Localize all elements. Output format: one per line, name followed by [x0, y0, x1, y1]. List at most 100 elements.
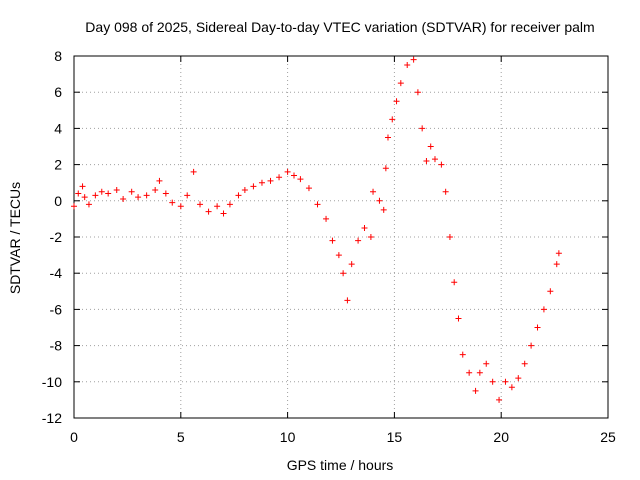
data-point [382, 165, 389, 172]
x-tick-labels: 0 5 10 15 20 25 [70, 429, 616, 445]
data-point [258, 179, 265, 186]
data-point [446, 234, 453, 240]
data-point [528, 342, 535, 349]
y-tick-label: 4 [54, 120, 62, 136]
data-point [451, 279, 458, 286]
data-point [177, 203, 184, 210]
data-point [348, 261, 355, 268]
data-point [276, 174, 283, 181]
data-point [329, 237, 336, 244]
data-point [241, 186, 248, 193]
data-point [534, 324, 541, 331]
data-point [472, 387, 479, 394]
y-axis-label: SDTVAR / TECUs [7, 182, 23, 294]
data-point [442, 188, 449, 195]
data-point [120, 195, 127, 202]
data-point [81, 194, 88, 201]
data-point [521, 360, 528, 367]
data-point [71, 203, 77, 210]
data-point [250, 183, 257, 190]
data-point [75, 190, 82, 197]
data-point [370, 188, 377, 195]
y-tick-label: -10 [42, 374, 62, 390]
data-point [483, 360, 490, 367]
x-tick-label: 25 [600, 429, 616, 445]
data-point [555, 250, 562, 257]
y-tick-label: 0 [54, 193, 62, 209]
data-point [220, 210, 227, 217]
data-point [98, 188, 105, 195]
data-point [553, 261, 560, 268]
data-point [431, 156, 438, 163]
data-point [197, 201, 204, 208]
data-point [459, 351, 466, 358]
data-point [291, 172, 298, 179]
y-tick-labels: -12 -10 -8 -6 -4 -2 0 2 4 6 8 [42, 48, 62, 426]
x-tick-label: 20 [493, 429, 509, 445]
data-point [235, 192, 242, 199]
data-point [205, 208, 212, 215]
data-point [502, 378, 509, 385]
data-point [508, 384, 515, 391]
x-tick-label: 5 [177, 429, 185, 445]
data-point [380, 206, 387, 213]
data-point [547, 288, 554, 295]
data-point [335, 252, 342, 259]
data-point [455, 315, 462, 322]
data-point [355, 237, 362, 244]
y-tick-label: -2 [50, 229, 63, 245]
data-point [404, 62, 411, 69]
y-tick-label: -4 [50, 265, 63, 281]
axis-ticks [73, 55, 609, 419]
data-point [267, 177, 274, 184]
x-axis-label: GPS time / hours [287, 457, 394, 473]
data-points [71, 56, 562, 403]
data-point [496, 396, 503, 403]
data-point [284, 168, 291, 175]
data-point [128, 188, 135, 195]
x-tick-label: 10 [280, 429, 296, 445]
data-point [344, 297, 351, 304]
data-point [389, 116, 396, 123]
data-point [162, 190, 169, 197]
data-point [419, 125, 426, 132]
y-tick-label: -8 [50, 338, 63, 354]
data-point [476, 369, 483, 376]
data-point [169, 199, 176, 206]
y-tick-label: -12 [42, 410, 62, 426]
data-point [515, 375, 522, 382]
data-point [414, 89, 421, 96]
data-point [190, 168, 197, 175]
data-point [361, 224, 368, 231]
data-point [397, 80, 404, 87]
data-point [427, 143, 434, 150]
data-point [367, 234, 374, 240]
data-point [340, 270, 347, 277]
data-point [540, 306, 547, 313]
data-point [79, 183, 86, 190]
data-point [410, 56, 417, 63]
grid [74, 56, 608, 418]
data-point [113, 186, 120, 193]
data-point [423, 157, 430, 164]
data-point [226, 201, 233, 208]
y-tick-label: -6 [50, 301, 63, 317]
x-tick-label: 0 [70, 429, 78, 445]
data-point [305, 185, 312, 192]
data-point [314, 201, 321, 208]
y-tick-label: 2 [54, 157, 62, 173]
data-point [152, 186, 159, 193]
data-point [323, 215, 330, 222]
data-point [105, 190, 112, 197]
y-tick-label: 8 [54, 48, 62, 64]
data-point [214, 203, 221, 210]
data-point [393, 98, 400, 105]
x-tick-label: 15 [387, 429, 403, 445]
data-point [466, 369, 473, 376]
data-point [143, 192, 150, 199]
y-tick-label: 6 [54, 84, 62, 100]
data-point [489, 378, 496, 385]
data-point [376, 197, 383, 204]
data-point [92, 192, 99, 199]
